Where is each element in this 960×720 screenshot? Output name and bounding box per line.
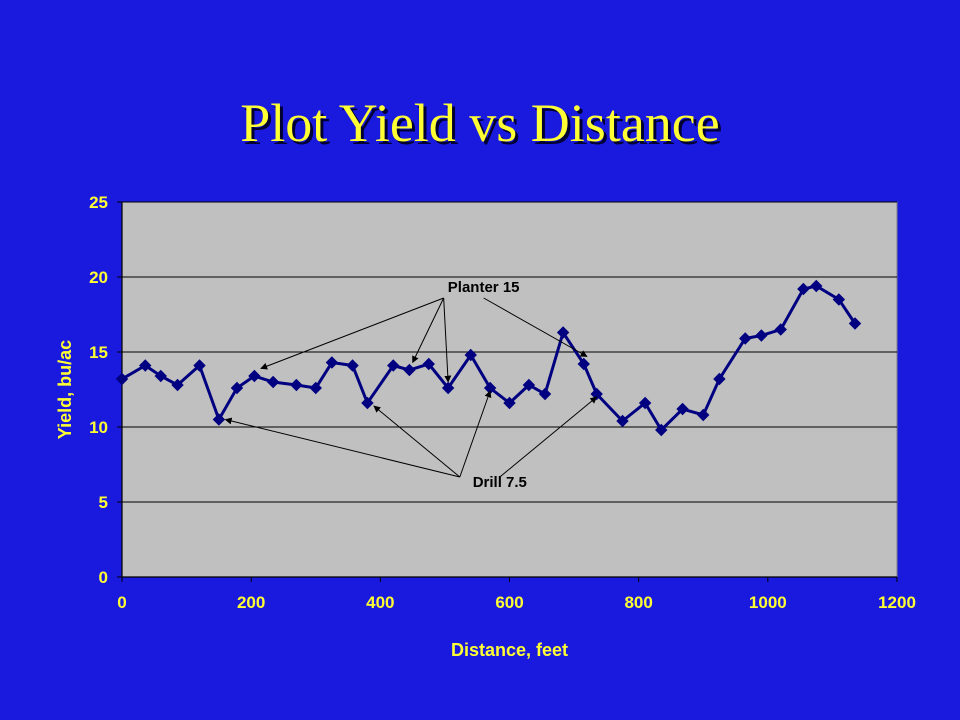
data-point: [441, 381, 455, 395]
annotation-arrow: [224, 417, 460, 478]
data-point: [422, 357, 435, 371]
data-point: [171, 378, 184, 392]
annotation-arrow: [260, 297, 444, 370]
data-point: [739, 332, 752, 345]
data-point: [230, 381, 244, 395]
data-point: [309, 381, 322, 395]
data-point: [538, 387, 552, 401]
slide-title: Plot Yield vs Distance: [240, 93, 720, 153]
x-tick-label: 1200: [878, 593, 916, 612]
x-tick-label: 800: [624, 593, 652, 612]
y-tick-label: 5: [99, 493, 108, 512]
annotation-arrow: [443, 297, 452, 383]
y-axis-title: Yield, bu/ac: [55, 340, 75, 439]
annotation-arrow: [483, 297, 588, 357]
data-point: [655, 423, 668, 437]
annotation-label: Planter 15: [448, 279, 520, 296]
y-tick-label: 15: [89, 343, 108, 362]
data-point: [212, 413, 226, 426]
data-point: [154, 369, 167, 383]
data-point: [266, 375, 280, 389]
data-point: [387, 359, 400, 372]
plot-area: [121, 201, 898, 578]
data-point: [797, 282, 810, 296]
data-point: [774, 323, 787, 336]
data-point: [361, 396, 374, 410]
data-point: [464, 348, 477, 362]
annotation-arrow: [373, 405, 461, 478]
annotation-label: Drill 7.5: [473, 474, 527, 491]
data-point: [713, 372, 726, 386]
data-point: [193, 359, 206, 372]
data-point: [403, 363, 416, 377]
annotation-arrow: [499, 396, 598, 478]
data-point: [697, 408, 710, 422]
y-tick-label: 10: [89, 418, 108, 437]
data-point: [676, 402, 689, 416]
data-point: [522, 378, 536, 392]
annotation-arrow: [412, 297, 445, 364]
x-tick-label: 400: [366, 593, 394, 612]
x-tick-label: 0: [117, 593, 126, 612]
data-point: [139, 359, 152, 372]
x-tick-label: 200: [237, 593, 265, 612]
data-point: [346, 359, 359, 372]
data-point: [115, 372, 129, 386]
data-point: [832, 293, 846, 306]
data-point: [503, 396, 516, 410]
data-point: [810, 279, 823, 293]
data-point: [638, 396, 652, 410]
data-point: [577, 357, 590, 371]
x-tick-label: 1000: [749, 593, 787, 612]
data-point: [290, 378, 303, 392]
data-point: [755, 329, 768, 342]
y-tick-label: 20: [89, 268, 108, 287]
data-point: [556, 326, 570, 339]
data-point: [848, 317, 862, 330]
x-tick-label: 600: [495, 593, 523, 612]
data-point: [616, 414, 629, 428]
data-point: [248, 369, 261, 383]
y-tick-label: 0: [99, 568, 108, 587]
y-tick-label: 25: [89, 193, 108, 212]
data-point: [325, 356, 339, 369]
annotation-arrow: [459, 390, 492, 478]
x-axis-title: Distance, feet: [451, 640, 568, 660]
